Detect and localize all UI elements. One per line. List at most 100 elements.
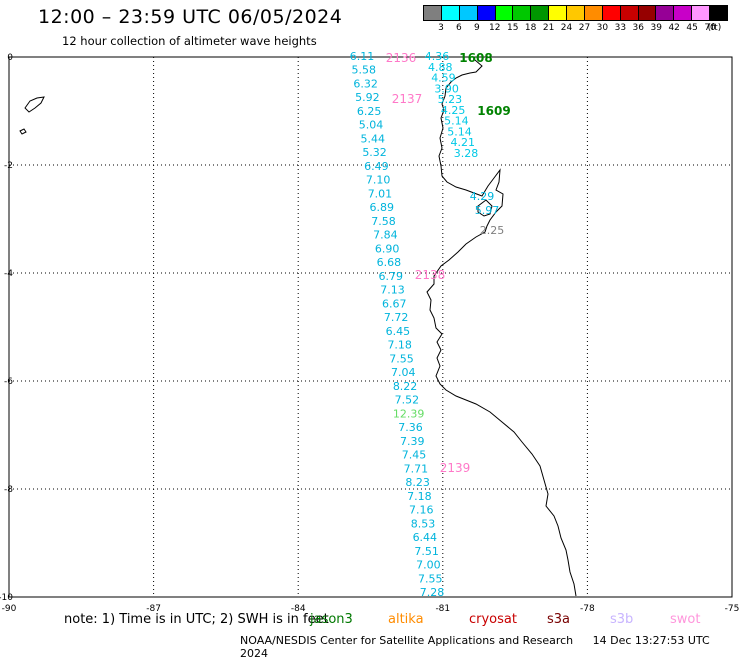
wave-height-value: 8.23 <box>405 476 430 489</box>
wave-height-value: 5.58 <box>352 64 377 77</box>
legend-tick-label: 27 <box>578 23 591 33</box>
legend-swatch <box>459 6 478 20</box>
legend-tick-label: 12 <box>489 23 501 33</box>
satellite-name: s3a <box>547 612 571 627</box>
wave-height-value: 7.01 <box>368 187 393 200</box>
wave-height-value: 7.00 <box>416 559 441 572</box>
wave-height-value: 7.18 <box>407 490 432 503</box>
wave-height-value: 5.32 <box>362 146 387 159</box>
legend-unit: (ft) <box>707 23 722 33</box>
wave-height-value: 4.88 <box>428 61 453 74</box>
wave-height-value: 6.79 <box>378 270 403 283</box>
coastline <box>19 59 577 597</box>
x-tick-label: -90 <box>2 604 17 614</box>
pass-number-labels: 2136 2137 2138 2139 1608 1609 <box>386 51 511 475</box>
legend-swatch <box>495 6 514 20</box>
legend-swatch <box>656 6 675 20</box>
x-tick-label: -84 <box>291 604 306 614</box>
legend-tick-label: 18 <box>524 23 537 33</box>
y-tick-label: -8 <box>4 485 13 495</box>
y-tick-label: 0 <box>7 53 13 63</box>
color-legend: (ft) 3 6 9 12 15 18 21 24 27 30 33 36 39 42 45 70 <box>423 5 728 35</box>
satellite-name: altika <box>388 612 424 627</box>
wave-height-value: 5.14 <box>447 125 472 138</box>
map-grid <box>9 57 732 597</box>
wave-height-value: 3.28 <box>454 147 479 160</box>
wave-height-value: 5.04 <box>359 119 384 132</box>
pass-label: 2138 <box>415 268 446 282</box>
legend-tick-label: 24 <box>560 23 573 33</box>
satellite-name: swot <box>670 612 701 627</box>
wave-height-value: 7.51 <box>414 545 439 558</box>
pass-label: 2137 <box>392 92 423 106</box>
credit-footer: NOAA/NESDIS Center for Satellite Applica… <box>240 634 740 660</box>
galapagos-island-large <box>24 96 45 113</box>
map-title: 12:00 – 23:59 UTC 06/05/2024 <box>38 6 343 28</box>
satellite-name: s3b <box>610 612 634 627</box>
altimeter-gulf-values: 4.295.97 2.25 <box>470 190 505 237</box>
wave-height-value: 5.23 <box>438 93 463 106</box>
wave-height-value: 12.39 <box>393 407 425 420</box>
wave-height-value: 8.22 <box>393 380 418 393</box>
y-tick-label: -6 <box>4 377 13 387</box>
altimeter-track-east: 4.364.884.593.905.234.255.145.144.213.28 <box>425 50 479 160</box>
satellite-name: cryosat <box>469 612 517 627</box>
legend-tick-label: 39 <box>650 23 662 33</box>
legend-swatch <box>441 6 460 20</box>
legend-swatch <box>567 6 585 20</box>
legend-tick-label: 9 <box>473 23 480 33</box>
wave-height-value: 6.44 <box>413 531 438 544</box>
wave-height-value: 7.04 <box>391 366 416 379</box>
legend-tick-label: 70 <box>704 23 716 33</box>
wave-height-value: 5.44 <box>361 132 386 145</box>
legend-tick-label: 42 <box>668 23 680 33</box>
wave-height-value: 5.97 <box>475 204 500 217</box>
wave-height-value: 7.45 <box>402 449 427 462</box>
legend-swatch <box>620 6 639 20</box>
wave-height-value: 7.18 <box>387 339 412 352</box>
wave-height-value: 4.25 <box>441 104 466 117</box>
wave-height-value: 7.36 <box>398 421 423 434</box>
legend-tick-label: 6 <box>456 23 462 33</box>
wave-height-value: 4.29 <box>470 190 495 203</box>
x-axis-labels: -90 -87 -84 -81 -78 -75 <box>2 604 740 614</box>
legend-swatch <box>674 6 693 20</box>
map-frame <box>8 56 733 598</box>
legend-swatch <box>584 6 603 20</box>
wave-height-value: 2.25 <box>480 224 505 237</box>
wave-height-value: 6.67 <box>382 297 407 310</box>
wave-height-value: 7.28 <box>420 586 445 599</box>
wave-height-value: 7.58 <box>371 215 396 228</box>
legend-swatch <box>710 6 727 20</box>
x-tick-label: -75 <box>725 604 740 614</box>
legend-tick-label: 15 <box>506 23 519 33</box>
wave-height-value: 6.90 <box>375 242 400 255</box>
wave-height-value: 7.13 <box>380 284 405 297</box>
wave-height-value: 5.92 <box>355 91 380 104</box>
x-tick-label: -81 <box>435 604 450 614</box>
wave-height-value: 7.10 <box>366 174 391 187</box>
wave-height-value: 7.71 <box>404 462 429 475</box>
legend-swatch <box>424 6 442 20</box>
x-tick-label: -87 <box>146 604 161 614</box>
wave-height-value: 6.49 <box>364 160 389 173</box>
wave-height-value: 6.32 <box>353 77 378 90</box>
altimeter-track-west: 6.115.586.325.926.255.045.445.326.497.10… <box>350 50 445 599</box>
legend-swatch <box>513 6 532 20</box>
legend-swatch <box>638 6 657 20</box>
wave-height-value: 7.39 <box>400 435 425 448</box>
legend-tick-label: 45 <box>686 23 698 33</box>
wave-height-value: 7.55 <box>418 572 443 585</box>
wave-height-value: 7.52 <box>395 394 420 407</box>
pass-label: 1608 <box>459 51 492 65</box>
legend-swatch <box>692 6 710 20</box>
x-tick-label: -78 <box>580 604 595 614</box>
legend-tick-label: 33 <box>614 23 627 33</box>
legend-tick-label: 3 <box>438 23 444 33</box>
legend-tick-label: 36 <box>632 23 645 33</box>
legend-color-bar <box>423 5 728 21</box>
galapagos-island-small <box>19 128 27 135</box>
legend-swatch <box>477 6 496 20</box>
legend-swatch <box>602 6 621 20</box>
